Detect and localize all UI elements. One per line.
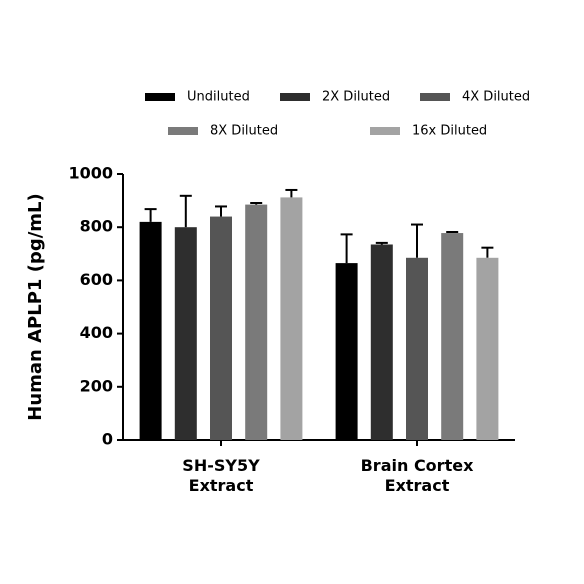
y-tick-label: 400 [80, 323, 113, 342]
legend-label: 8X Diluted [210, 124, 278, 139]
legend-swatch [420, 93, 450, 101]
bar [280, 197, 303, 440]
y-tick-label: 200 [80, 376, 113, 395]
legend-label: 2X Diluted [322, 90, 390, 105]
y-tick-label: 800 [80, 217, 113, 236]
bar [335, 263, 358, 440]
legend-swatch [145, 93, 175, 101]
y-tick-label: 1000 [68, 164, 113, 183]
legend-label: 16x Diluted [412, 124, 487, 139]
y-axis-title: Human APLP1 (pg/mL) [25, 193, 46, 420]
bar [370, 244, 393, 440]
bar [406, 257, 428, 440]
bar [245, 204, 268, 440]
bar [210, 216, 232, 440]
bar [441, 233, 464, 440]
legend-label: Undiluted [187, 90, 250, 105]
legend-swatch [280, 93, 310, 101]
x-tick-label: Brain Cortex Extract [361, 456, 474, 495]
legend-swatch [370, 127, 400, 135]
legend-label: 4X Diluted [462, 90, 530, 105]
x-tick-label: SH-SY5Y Extract [182, 456, 260, 495]
bar [139, 221, 162, 440]
bar [174, 227, 197, 440]
legend-swatch [168, 127, 198, 135]
bar [476, 257, 499, 440]
y-tick-label: 600 [80, 270, 113, 289]
y-tick-label: 0 [102, 430, 113, 449]
